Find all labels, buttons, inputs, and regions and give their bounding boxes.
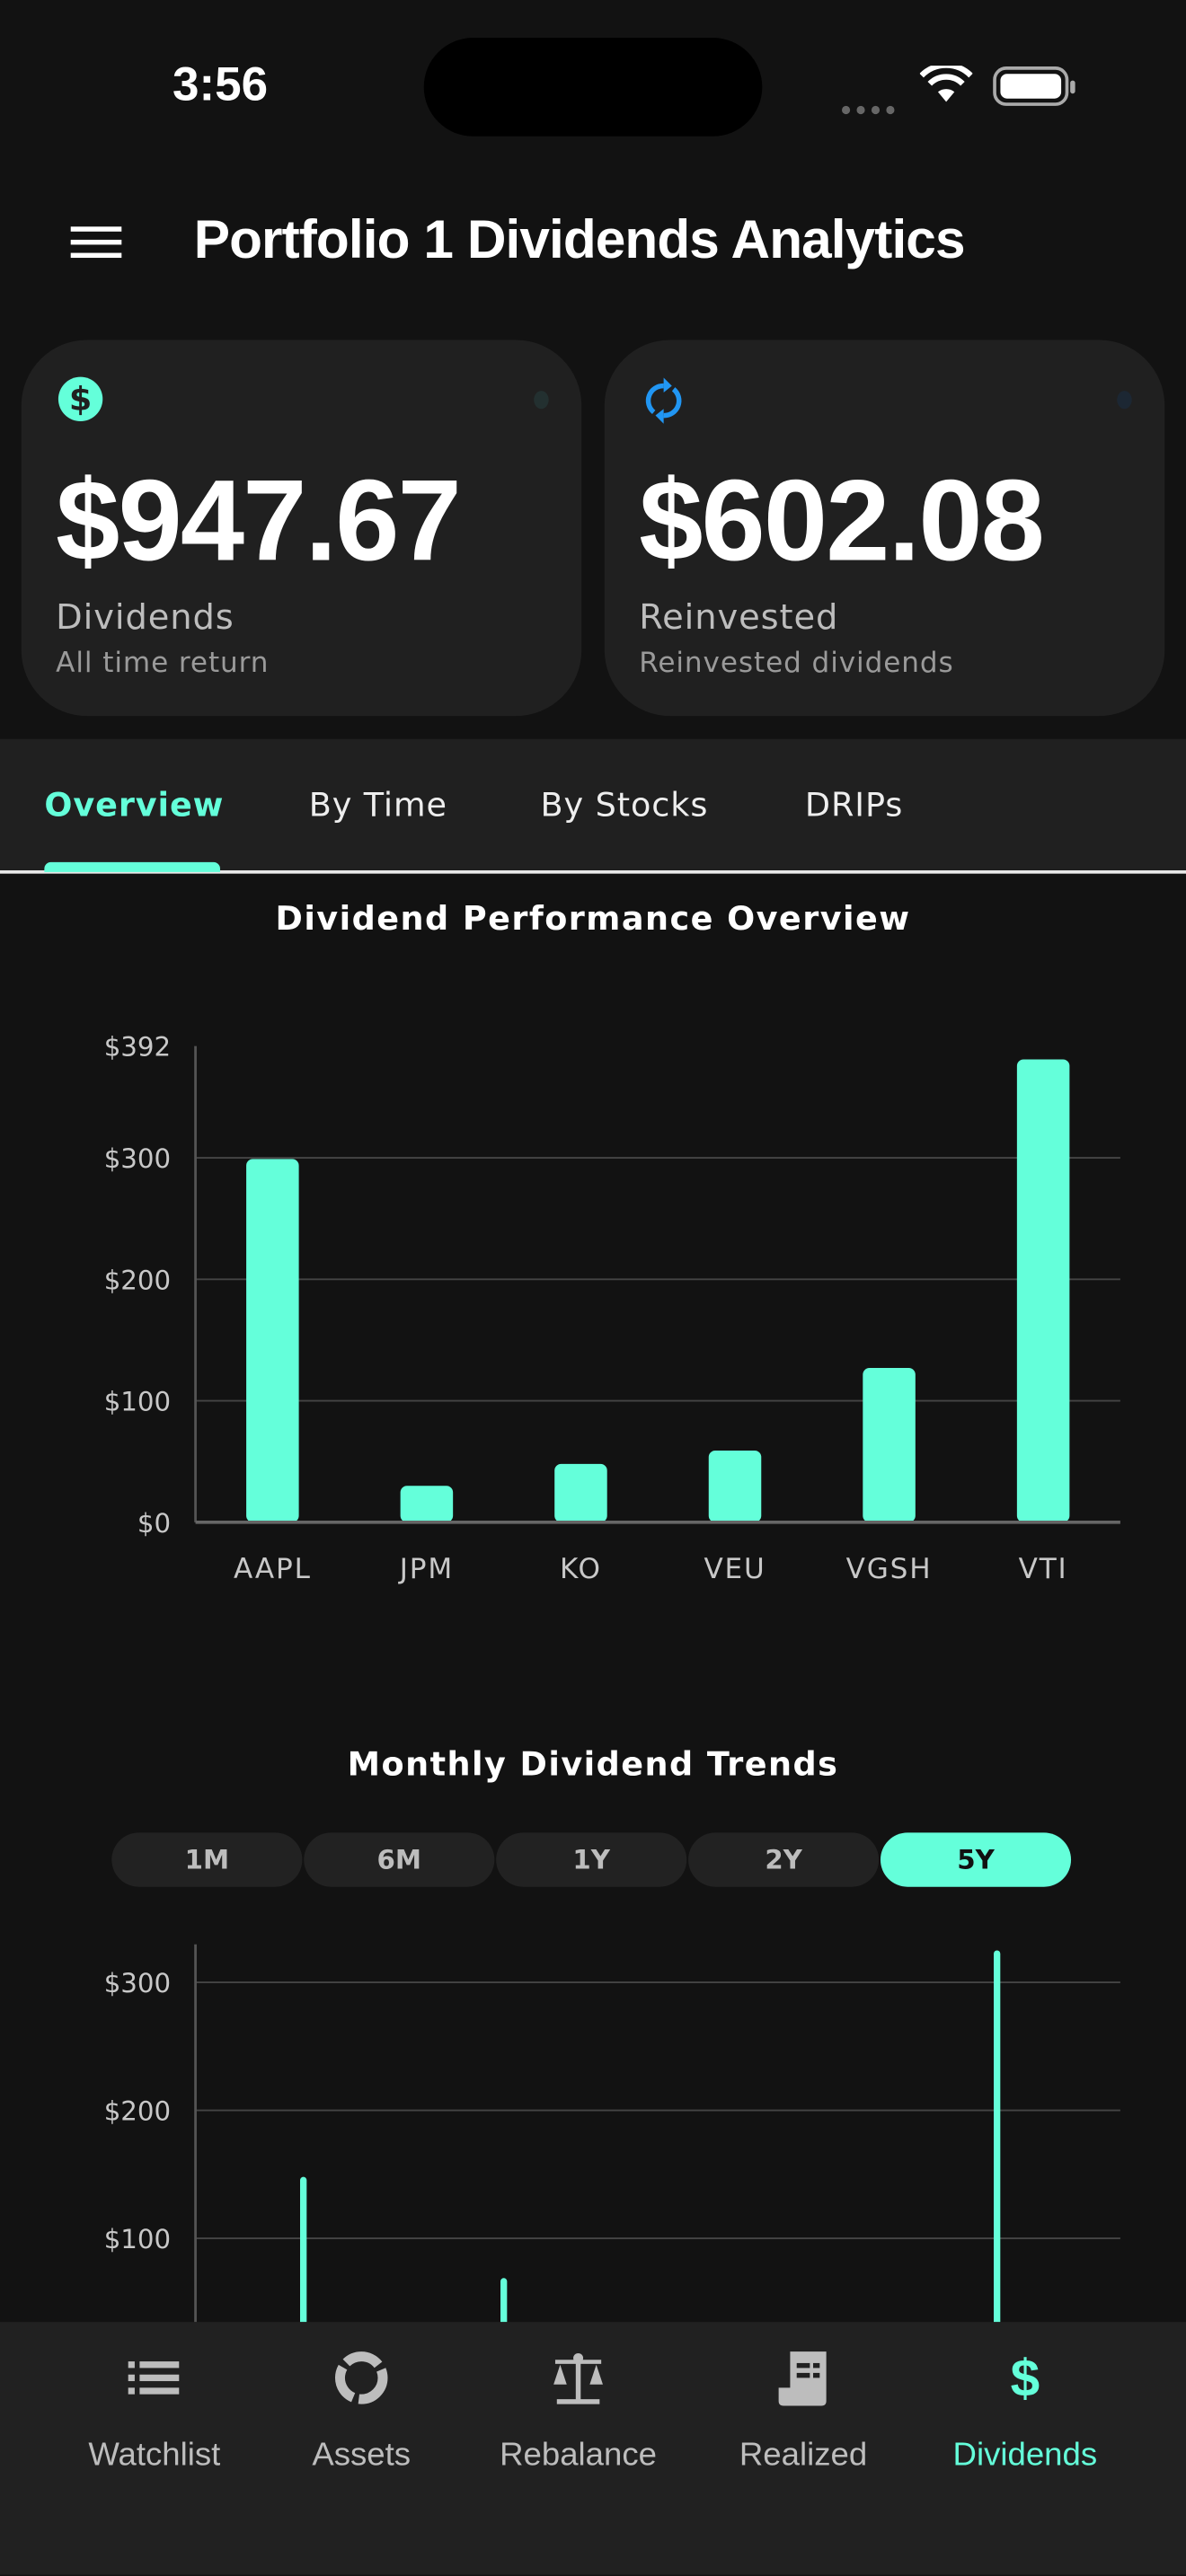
range-option-6m[interactable]: 6M [304,1832,495,1887]
reinvested-card[interactable]: $602.08 Reinvested Reinvested dividends [604,340,1165,717]
reinvested-label: Reinvested [639,597,839,638]
bar-ko [554,1463,607,1522]
y-tick-label: $0 [137,1508,171,1539]
monthly-trend-chart: $100 $200 $300 [104,1944,1120,2323]
monthly-bar [300,2176,307,2323]
nav-realized[interactable]: Realized [696,2345,910,2475]
dynamic-island [423,38,763,137]
hamburger-icon [70,226,122,259]
x-tick-label: VGSH [846,1553,933,1585]
tab-bar: Overview By Time By Stocks DRIPs [0,738,1186,874]
x-tick-label: JPM [398,1553,454,1585]
scale-icon [553,2352,603,2404]
dividends-card[interactable]: $ $947.67 Dividends All time return [21,340,582,717]
x-tick-label: KO [560,1553,602,1585]
range-option-5y[interactable]: 5Y [880,1832,1072,1887]
signal-icon [841,95,900,125]
tab-by-stocks[interactable]: By Stocks [540,784,709,825]
dividends-value: $947.67 [56,456,462,585]
dividends-sublabel: All time return [56,647,270,680]
y-tick-label: $200 [104,2096,171,2127]
tab-drips[interactable]: DRIPs [804,784,904,825]
nav-rebalance[interactable]: Rebalance [472,2345,686,2475]
bar-veu [708,1451,762,1522]
nav-label: Rebalance [500,2437,657,2474]
reinvested-value: $602.08 [639,456,1045,585]
nav-assets[interactable]: Assets [254,2345,468,2475]
tab-overview[interactable]: Overview [44,784,225,825]
nav-dividends[interactable]: $ Dividends [918,2345,1132,2475]
tab-by-time[interactable]: By Time [308,784,447,825]
y-tick-label: $392 [104,1032,171,1063]
y-tick-label: $200 [104,1265,171,1295]
donut-icon [334,2351,388,2404]
menu-button[interactable] [70,225,124,269]
wifi-icon [919,62,973,113]
battery-icon [992,66,1077,117]
y-tick-label: $100 [104,1387,171,1417]
monthly-bar [994,1950,1001,2323]
active-tab-indicator [44,861,220,872]
range-option-1y[interactable]: 1Y [496,1832,687,1887]
dividends-label: Dividends [56,597,235,638]
x-tick-label: VEU [704,1553,766,1585]
svg-text:$: $ [69,380,92,419]
y-tick-label: $100 [104,2224,171,2254]
dollar-circle-icon: $ [58,376,103,421]
performance-chart-title: Dividend Performance Overview [275,898,911,938]
nav-label: Watchlist [88,2437,221,2474]
nav-label: Dividends [952,2437,1098,2474]
bar-vgsh [863,1368,916,1522]
bar-vti [1016,1059,1070,1522]
status-time: 3:56 [172,58,269,112]
page-title: Portfolio 1 Dividends Analytics [193,208,966,269]
status-dot [534,391,549,410]
list-icon [128,2361,180,2395]
receipt-icon [778,2351,827,2406]
nav-label: Assets [312,2437,412,2474]
range-option-2y[interactable]: 2Y [688,1832,880,1887]
y-tick-label: $300 [104,1968,171,1998]
nav-watchlist[interactable]: Watchlist [48,2345,261,2475]
performance-bar-chart: $0 $100 $200 $300 $392 AAPL JPM KO VEU VGSH VTI [104,1032,1120,1585]
dollar-icon: $ [1010,2347,1040,2407]
status-dot [1117,391,1132,410]
bar-aapl [246,1159,299,1522]
nav-label: Realized [739,2437,868,2474]
x-tick-label: VTI [1019,1553,1068,1585]
monthly-bar [500,2278,508,2323]
bottom-nav: Watchlist Assets Rebalance Realized $ Di… [0,2322,1186,2575]
reinvested-sublabel: Reinvested dividends [639,647,954,680]
range-option-1m[interactable]: 1M [111,1832,303,1887]
refresh-icon [645,377,682,424]
x-tick-label: AAPL [234,1553,312,1585]
bar-jpm [400,1486,454,1522]
y-tick-label: $300 [104,1143,171,1174]
monthly-chart-title: Monthly Dividend Trends [347,1743,839,1784]
